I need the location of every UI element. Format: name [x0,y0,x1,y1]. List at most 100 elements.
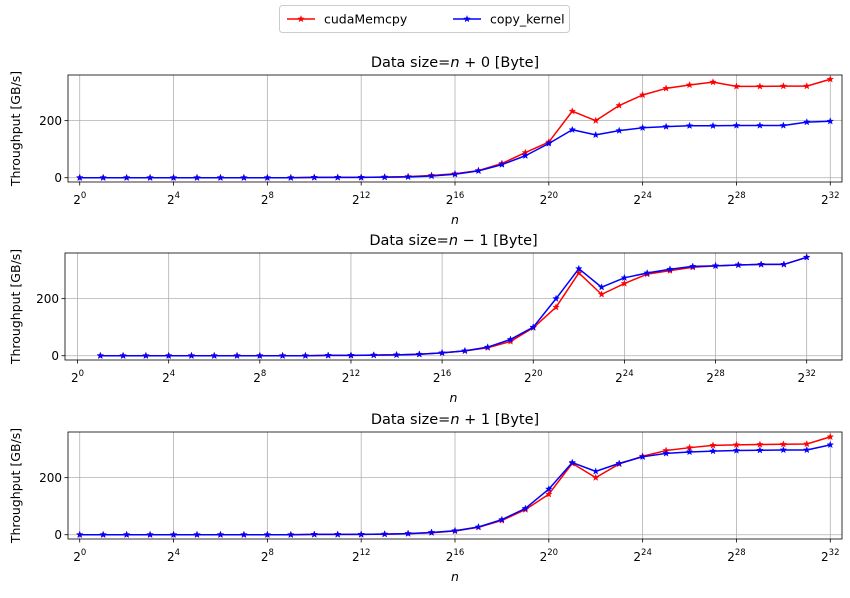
legend-marker [297,15,305,23]
data-point [122,173,131,181]
data-point [552,303,560,311]
data-point [620,273,629,282]
data-point [529,323,538,331]
data-point [99,530,107,538]
data-point [324,351,332,359]
data-point [803,445,811,454]
x-tick-label: 224 [633,548,651,564]
data-point [757,260,765,268]
data-point [711,261,720,270]
data-point [146,173,154,181]
x-tick-label: 28 [261,548,274,564]
y-tick-label: 0 [54,171,62,185]
data-point [732,446,741,454]
data-point [75,530,84,538]
data-point [240,530,248,538]
y-tick-label: 200 [39,114,62,128]
y-axis-label: Throughput [GB/s] [8,71,23,187]
x-tick-label: 220 [540,548,558,564]
subplot-1: 20 24 28 212 216 220 224 228 232 0 200 Data size=n … [8,55,843,227]
subplot-title: Data size=n − 1 [Byte] [369,233,537,249]
data-point [779,82,788,90]
data-point [369,351,378,359]
data-point [545,485,553,493]
data-point [638,123,647,132]
data-point [256,351,264,359]
data-point [451,526,459,534]
data-point [591,116,600,124]
data-point [685,121,694,130]
subplot-title: Data size=n + 1 [Byte] [371,412,539,428]
subplot-title: Data size=n + 0 [Byte] [371,55,539,71]
data-point [357,173,365,181]
legend-entry-copy_kernel: copy_kernel [453,12,565,27]
data-point [591,467,600,475]
x-tick-label: 24 [162,369,175,385]
data-point [474,166,483,175]
data-point [483,343,492,351]
series-copy_kernel [75,117,835,181]
data-point [568,458,577,466]
data-point [506,335,515,343]
data-point [756,446,764,454]
data-point [169,530,178,538]
data-point [119,351,127,359]
data-point [591,473,600,481]
data-point [734,260,743,269]
data-point [347,351,355,359]
data-point [333,530,342,538]
data-point [545,490,553,498]
data-point [142,351,150,359]
data-point [357,530,365,538]
data-point [146,530,154,538]
y-tick-label: 200 [36,292,59,306]
data-point [287,173,295,181]
x-tick-label: 216 [433,369,451,385]
y-tick-label: 0 [54,528,62,542]
x-tick-label: 232 [797,369,815,385]
data-point [461,346,469,355]
data-point [164,351,173,359]
data-point [826,75,835,83]
y-tick-label: 200 [39,471,62,485]
series-cudaMemcpy [96,253,811,359]
data-point [451,170,459,178]
subplot-3: 20 24 28 212 216 220 224 228 232 0 200 Data size=n … [8,412,843,584]
data-point [310,173,319,181]
y-axis-label: Throughput [GB/s] [8,249,23,365]
legend-marker [463,15,471,23]
x-tick-label: 212 [342,369,360,385]
data-point [615,459,623,467]
data-point [233,351,241,359]
data-point [709,441,717,449]
data-point [438,348,446,357]
data-point [709,447,717,455]
series-copy_kernel [96,253,811,359]
data-point [643,268,651,277]
data-point [521,151,530,159]
data-point [662,449,670,457]
data-point [404,529,412,537]
data-point [99,173,107,181]
x-tick-label: 28 [253,369,266,385]
data-point [96,351,105,359]
data-point [216,173,225,181]
axes-frame [64,252,843,361]
data-point [756,82,764,90]
data-point [575,264,583,272]
series-line-copy_kernel [100,256,807,357]
data-point [638,452,647,461]
data-point [287,530,295,538]
x-tick-label: 232 [821,191,839,207]
x-tick-label: 20 [73,548,86,564]
data-point [415,350,424,358]
data-point [498,515,506,523]
data-point [615,126,623,134]
data-point [638,90,647,99]
data-point [709,78,717,86]
data-point [756,121,764,129]
x-tick-label: 212 [352,191,370,207]
x-tick-label: 232 [821,548,839,564]
